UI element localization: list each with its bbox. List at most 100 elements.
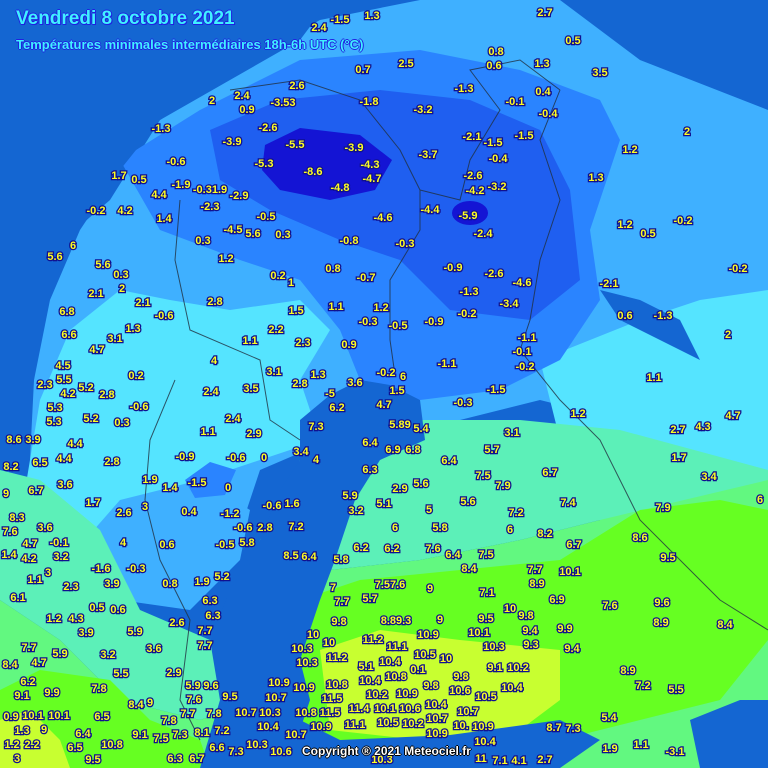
- temperature-label: 9: [3, 488, 9, 500]
- temperature-label: 7.8: [91, 683, 106, 695]
- temperature-label: 2.6: [289, 80, 304, 92]
- temperature-label: 5.5: [113, 668, 128, 680]
- temperature-label: 0.3: [114, 417, 129, 429]
- temperature-label: 6.9: [385, 444, 400, 456]
- temperature-label: -1.5: [331, 14, 350, 26]
- temperature-label: 10.7: [235, 707, 256, 719]
- temperature-label: 7.2: [635, 680, 650, 692]
- temperature-label: 6.4: [441, 455, 457, 467]
- temperature-label: 10.4: [501, 682, 523, 694]
- temperature-label: -0.4: [489, 153, 509, 165]
- temperature-label: 6.2: [384, 543, 399, 555]
- temperature-label: 2.8: [207, 296, 222, 308]
- temperature-label: 6: [70, 240, 76, 252]
- temperature-label: 1.4: [162, 482, 178, 494]
- temperature-label: 6.2: [20, 676, 35, 688]
- temperature-label: 10.3: [296, 657, 317, 669]
- temperature-label: 1.9: [194, 576, 209, 588]
- temperature-label: 4.5: [55, 360, 70, 372]
- temperature-label: 9.5: [222, 691, 237, 703]
- temperature-label: 4.4: [151, 189, 167, 201]
- temperature-label: 2: [209, 95, 215, 107]
- temperature-label: 2.8: [257, 522, 272, 534]
- temperature-label: 3.1: [504, 427, 519, 439]
- temperature-label: 6.6: [209, 742, 224, 754]
- temperature-label: -5.9: [459, 210, 478, 222]
- temperature-label: 11: [475, 753, 487, 765]
- temperature-label: 2.4: [225, 413, 241, 425]
- temperature-label: 2.7: [670, 424, 685, 436]
- temperature-label: 1.2: [46, 613, 61, 625]
- temperature-label: 3.1: [107, 333, 122, 345]
- temperature-label: 10.1: [22, 710, 43, 722]
- temperature-label: 4.4: [67, 438, 83, 450]
- temperature-label: 11.5: [320, 707, 341, 719]
- temperature-label: 2.8: [104, 456, 119, 468]
- zone-four-6: [0, 400, 768, 720]
- temperature-label: -4.2: [466, 185, 485, 197]
- temperature-label: 10.9: [293, 682, 314, 694]
- temperature-label: 6.2: [329, 402, 344, 414]
- temperature-label: -0.4: [539, 108, 559, 120]
- temperature-label: 5: [426, 504, 432, 516]
- temperature-label: 7.6: [2, 526, 17, 538]
- temperature-label: 10.1: [559, 566, 580, 578]
- temperature-label: -5: [325, 388, 335, 400]
- temperature-label: 0.7: [355, 64, 370, 76]
- temperature-label: 7.8: [161, 715, 176, 727]
- temperature-label: 8.9: [653, 617, 668, 629]
- temperature-label: 11.5: [322, 693, 343, 705]
- temperature-label: 0.8: [488, 46, 503, 58]
- temperature-label: -1.3: [460, 286, 479, 298]
- temperature-label: 6.6: [61, 329, 76, 341]
- temperature-label: -0.2: [729, 263, 748, 275]
- temperature-label: -4.8: [331, 182, 350, 194]
- temperature-label: -0.3: [359, 316, 378, 328]
- country-borders: [144, 59, 768, 741]
- temperature-label: 5.9: [185, 680, 200, 692]
- temperature-label: 8.89.3: [381, 615, 412, 627]
- temperature-label: 1.2: [218, 253, 233, 265]
- temperature-label: 2.1: [135, 297, 150, 309]
- temperature-label: 3.2: [100, 649, 115, 661]
- temperature-label: 6.9: [549, 594, 564, 606]
- temperature-label: -0.9: [425, 316, 444, 328]
- temperature-label: 10.1: [374, 703, 395, 715]
- temperature-label: 5.5: [56, 374, 71, 386]
- temperature-label: 9.9: [44, 687, 59, 699]
- gulf-of-bothnia: [210, 380, 425, 740]
- temperature-label: 1.3: [310, 369, 325, 381]
- temperature-label: 4: [120, 537, 127, 549]
- temperature-label: 11.2: [327, 652, 348, 664]
- temperature-label: 1.7: [671, 452, 686, 464]
- temperature-label: 10.3: [259, 707, 280, 719]
- temperature-label: 9.4: [522, 625, 538, 637]
- temperature-label: 11.2: [363, 634, 384, 646]
- temperature-label: 2.7: [537, 754, 552, 766]
- temperature-label: -0.6: [234, 522, 253, 534]
- temperature-label: 1.3: [534, 58, 549, 70]
- temperature-label: 6.8: [59, 306, 74, 318]
- temperature-label: 2.3: [63, 581, 78, 593]
- temperature-label: -1.6: [92, 563, 111, 575]
- temperature-label: 8.2: [537, 528, 552, 540]
- temperature-label: 7.2: [288, 521, 303, 533]
- temperature-label: 0.8: [162, 578, 177, 590]
- temperature-label: 10.5: [377, 717, 398, 729]
- temperature-label: 1.4: [1, 549, 17, 561]
- temperature-label: 11.1: [387, 641, 408, 653]
- temperature-label: 10.7: [265, 692, 286, 704]
- temperature-label: 1.3: [125, 323, 140, 335]
- temperature-label: 6.2: [353, 542, 368, 554]
- temperature-label: 5.8: [333, 554, 348, 566]
- zone-above-10-sw: [0, 710, 70, 768]
- temperature-label: -0.5: [389, 320, 408, 332]
- temperature-label: 8.2: [3, 461, 18, 473]
- temperature-labels: -1.5 1.3 2.7 2.4 0.8 0.5 2.5 0.6 1.3 0.7 3.5 2.6 2.4…: [0, 6, 764, 768]
- temperature-label: 7.5: [153, 733, 168, 745]
- temperature-label: -1.8: [360, 96, 379, 108]
- temperature-label: 5.3: [47, 402, 62, 414]
- temperature-label: 8.1: [194, 727, 209, 739]
- temperature-label: -3.9: [345, 142, 364, 154]
- temperature-label: -1.1: [438, 358, 457, 370]
